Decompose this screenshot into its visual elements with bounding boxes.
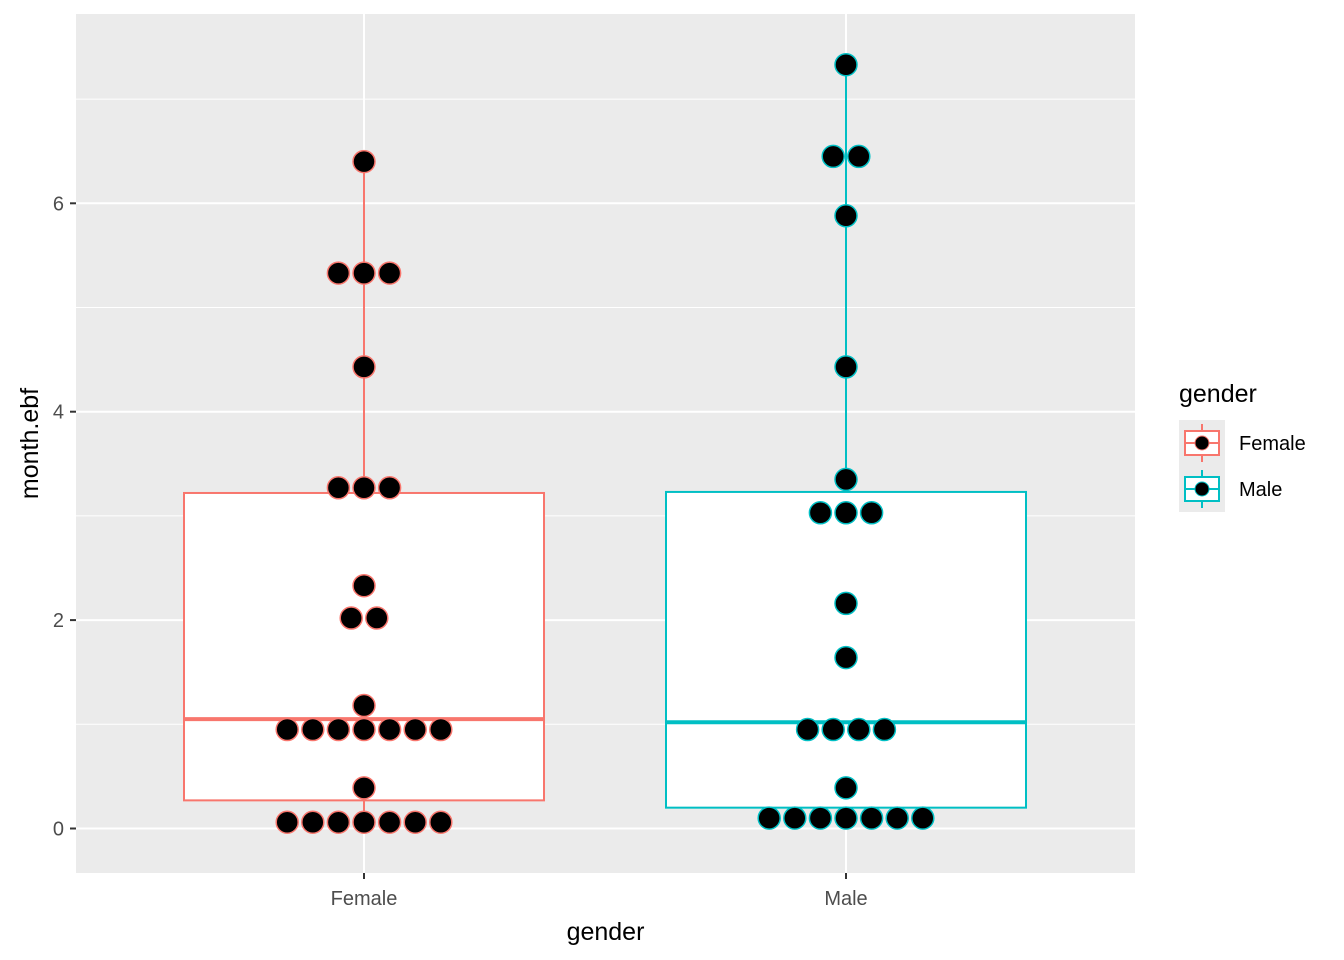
data-dot bbox=[326, 261, 351, 285]
data-dot bbox=[352, 355, 376, 379]
y-tick-label: 0 bbox=[53, 819, 64, 841]
data-dot bbox=[808, 501, 833, 525]
box-body bbox=[183, 491, 545, 802]
data-dot bbox=[834, 591, 858, 616]
box-female bbox=[183, 161, 545, 823]
data-dot bbox=[821, 717, 845, 742]
y-tick-label: 4 bbox=[53, 402, 64, 424]
data-dot bbox=[377, 476, 402, 500]
data-dot bbox=[301, 810, 325, 834]
dots-layer bbox=[275, 52, 935, 834]
boxes-layer bbox=[183, 64, 1027, 823]
y-tick-label: 6 bbox=[53, 193, 64, 215]
data-dot bbox=[352, 261, 376, 285]
data-dot bbox=[847, 717, 871, 742]
data-dot bbox=[403, 717, 427, 742]
data-dot bbox=[326, 476, 351, 500]
data-dot bbox=[352, 693, 376, 718]
data-dot bbox=[352, 776, 376, 800]
legend-label: Male bbox=[1239, 479, 1282, 501]
x-tick-label: Female bbox=[331, 888, 398, 910]
legend-title: gender bbox=[1179, 380, 1257, 408]
data-dot bbox=[834, 806, 858, 830]
data-dot bbox=[352, 573, 376, 598]
data-dot bbox=[352, 717, 376, 742]
data-dot bbox=[377, 810, 402, 834]
data-dot bbox=[834, 501, 858, 525]
data-dot bbox=[808, 806, 833, 830]
data-dot bbox=[352, 149, 376, 174]
data-dot bbox=[821, 144, 845, 169]
data-dot bbox=[834, 52, 858, 77]
legend-key-dot bbox=[1194, 481, 1210, 497]
data-dot bbox=[352, 810, 376, 834]
data-dot bbox=[365, 606, 389, 630]
data-dot bbox=[403, 810, 427, 834]
legend-entry-female: Female bbox=[1179, 420, 1306, 466]
data-dot bbox=[834, 467, 858, 492]
data-dot bbox=[795, 717, 820, 742]
data-dot bbox=[847, 144, 871, 169]
data-dot bbox=[377, 717, 402, 742]
data-dot bbox=[326, 717, 351, 742]
data-dot bbox=[783, 806, 807, 830]
data-dot bbox=[757, 806, 781, 830]
y-tick-label: 2 bbox=[53, 610, 64, 632]
data-dot bbox=[859, 501, 884, 525]
data-dot bbox=[352, 476, 376, 500]
data-dot bbox=[275, 717, 299, 742]
y-axis: 0 2 4 6 bbox=[53, 193, 76, 841]
data-dot bbox=[834, 204, 858, 228]
data-dot bbox=[872, 717, 897, 742]
x-tick-label: Male bbox=[824, 888, 867, 910]
data-dot bbox=[275, 810, 299, 834]
y-axis-title: month.ebf bbox=[16, 388, 44, 499]
data-dot bbox=[859, 806, 884, 830]
data-dot bbox=[885, 806, 909, 830]
data-dot bbox=[301, 717, 325, 742]
data-dot bbox=[429, 717, 453, 742]
data-dot bbox=[429, 810, 453, 834]
data-dot bbox=[834, 355, 858, 379]
legend-key-dot bbox=[1194, 435, 1210, 451]
data-dot bbox=[326, 810, 351, 834]
legend-label: Female bbox=[1239, 433, 1306, 455]
data-dot bbox=[834, 776, 858, 800]
x-axis: Female Male bbox=[331, 873, 868, 910]
data-dot bbox=[911, 806, 935, 830]
data-dot bbox=[377, 261, 402, 285]
x-axis-title: gender bbox=[567, 918, 645, 946]
data-dot bbox=[339, 606, 363, 630]
legend-entry-male: Male bbox=[1179, 466, 1282, 512]
legend: gender Female Male bbox=[1179, 380, 1306, 512]
data-dot bbox=[834, 645, 858, 670]
